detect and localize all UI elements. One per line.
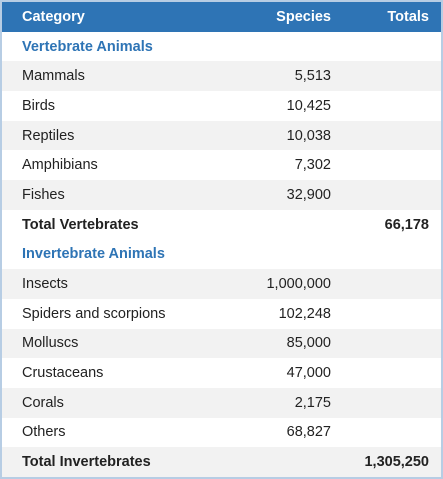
total-value: 66,178 <box>384 216 429 233</box>
table-row: Total Invertebrates 1,305,250 <box>2 447 441 477</box>
empty-cell <box>331 240 441 270</box>
table-body: Vertebrate Animals Mammals 5,513 Birds 10,42… <box>2 32 441 477</box>
species-cell: 47,000 <box>286 365 331 382</box>
category-cell: Spiders and scorpions <box>22 305 166 322</box>
section-title: Invertebrate Animals <box>22 246 165 263</box>
category-cell: Corals <box>2 387 202 418</box>
empty-cell <box>331 61 441 92</box>
category-cell: Molluscs <box>2 328 202 359</box>
species-cell: 32,900 <box>202 180 331 210</box>
table-row: Molluscs 85,000 <box>2 328 441 359</box>
category-cell: Amphibians <box>22 157 98 174</box>
category-cell: Others <box>22 424 66 441</box>
empty-cell <box>331 120 441 151</box>
empty-cell <box>331 180 441 210</box>
empty-cell <box>331 328 441 359</box>
header-cell: Species <box>202 2 331 32</box>
species-cell: 68,827 <box>286 424 331 441</box>
table-row: Fishes 32,900 <box>2 180 441 210</box>
table-row: Corals 2,175 <box>2 387 441 418</box>
species-cell: 1,000,000 <box>202 269 331 299</box>
empty-cell <box>331 269 441 299</box>
empty-cell <box>331 418 441 448</box>
empty-cell <box>202 210 331 240</box>
category-cell: Birds <box>22 97 56 114</box>
total-label: Total Vertebrates <box>22 216 139 233</box>
species-cell: 2,175 <box>202 387 331 418</box>
total-value: 1,305,250 <box>331 447 441 477</box>
species-cell: 10,038 <box>202 120 331 151</box>
category-cell: Mammals <box>2 61 202 92</box>
category-cell: Reptiles <box>2 120 202 151</box>
table-row: Mammals 5,513 <box>2 61 441 92</box>
species-cell: 10,425 <box>286 97 331 114</box>
empty-cell <box>331 91 441 121</box>
empty-cell <box>202 32 331 62</box>
table-row: Reptiles 10,038 <box>2 120 441 151</box>
table-row: Insects 1,000,000 <box>2 269 441 299</box>
empty-cell <box>202 447 331 477</box>
table-row: Invertebrate Animals <box>2 240 441 270</box>
table-row: Total Vertebrates 66,178 <box>2 210 441 240</box>
table-row: Others 68,827 <box>2 418 441 448</box>
header-cell: Totals <box>331 2 441 32</box>
species-cell: 7,302 <box>294 157 331 174</box>
table-row: Spiders and scorpions 102,248 <box>2 299 441 329</box>
header-row: Category Species Totals <box>2 2 441 32</box>
table-row: Crustaceans 47,000 <box>2 358 441 388</box>
table-row: Amphibians 7,302 <box>2 150 441 180</box>
empty-cell <box>202 240 331 270</box>
empty-cell <box>331 358 441 388</box>
empty-cell <box>331 32 441 62</box>
empty-cell <box>331 150 441 180</box>
section-title: Vertebrate Animals <box>22 38 153 55</box>
empty-cell <box>331 299 441 329</box>
category-cell: Fishes <box>2 180 202 210</box>
category-cell: Crustaceans <box>22 365 104 382</box>
species-cell: 5,513 <box>202 61 331 92</box>
header-cell: Category <box>2 2 202 32</box>
table-row: Birds 10,425 <box>2 91 441 121</box>
category-cell: Insects <box>2 269 202 299</box>
table-row: Vertebrate Animals <box>2 32 441 62</box>
species-cell: 102,248 <box>278 305 331 322</box>
empty-cell <box>331 387 441 418</box>
species-cell: 85,000 <box>202 328 331 359</box>
total-label: Total Invertebrates <box>2 447 202 477</box>
